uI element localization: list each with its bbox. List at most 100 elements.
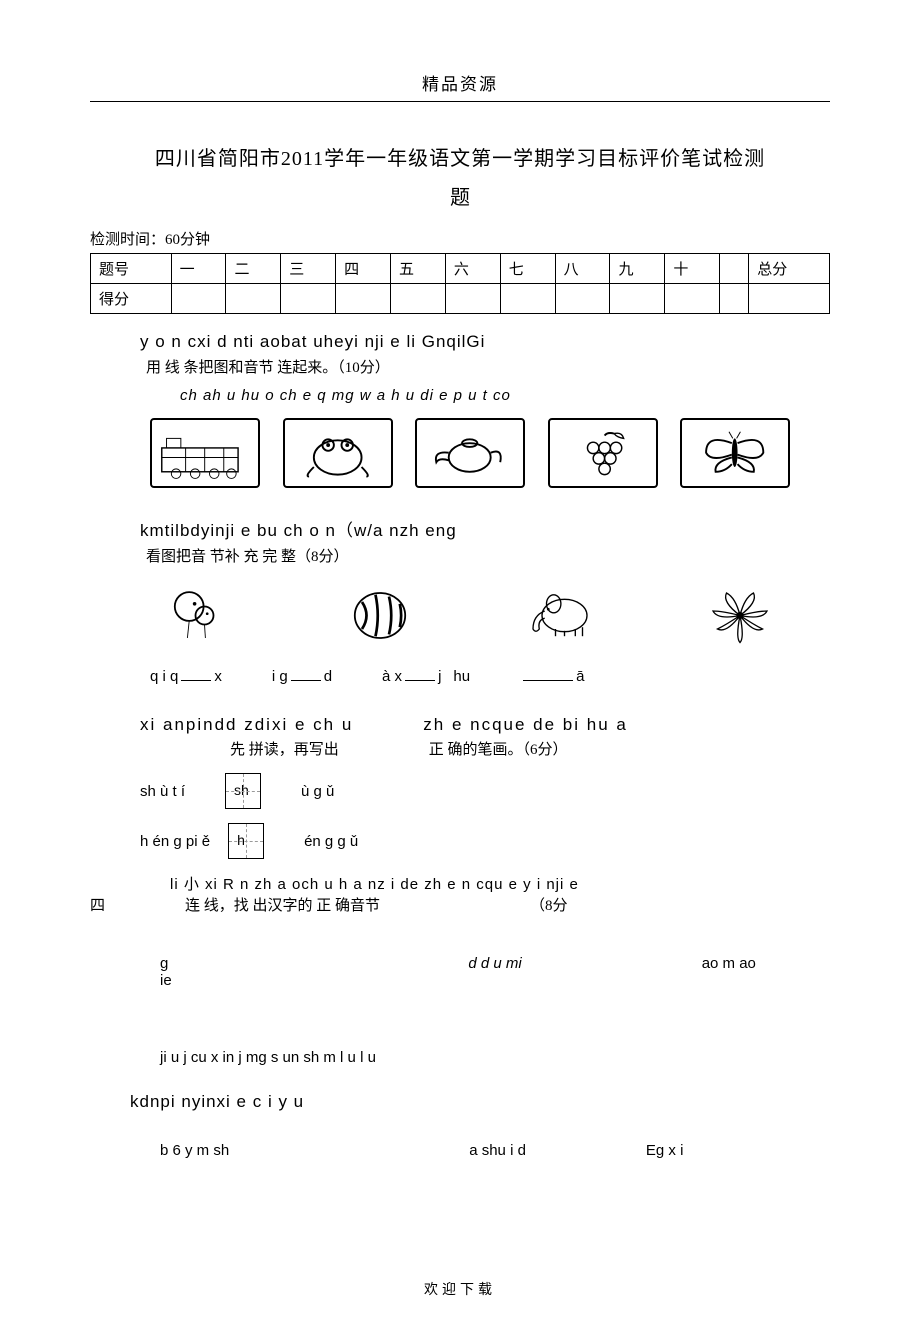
table-cell: 六 — [445, 254, 500, 284]
section-4-row-2: ji u j cu x in j mg s un sh m l u l u — [160, 1049, 830, 1066]
pinyin-fragment: b 6 y m sh — [160, 1142, 229, 1159]
section-1: y o n cxi d nti aobat uheyi nji e li Gnq… — [90, 332, 830, 404]
balloon-icon — [150, 580, 250, 650]
table-cell: 一 — [171, 254, 226, 284]
score-table: 题号 一 二 三 四 五 六 七 八 九 十 总分 得分 — [90, 253, 830, 314]
section-4-number: 四 — [90, 894, 105, 915]
section-4-pinyin: li 小 xi R n zh a och u h a nz i de zh e … — [170, 873, 830, 894]
test-time: 检测时间：60分钟 — [90, 228, 830, 249]
fill-text: i g — [272, 668, 288, 685]
section-4-chinese: 连 线，找 出汉字的 正 确音节 — [185, 894, 380, 915]
watermelon-icon — [330, 580, 430, 650]
table-cell[interactable] — [610, 284, 665, 314]
stroke-text: ù g ǔ — [301, 783, 334, 800]
blank-line[interactable] — [523, 680, 573, 681]
fill-text: à x — [382, 668, 402, 685]
table-cell[interactable] — [500, 284, 555, 314]
table-cell[interactable] — [391, 284, 446, 314]
table-cell: 二 — [226, 254, 281, 284]
pinyin-fragment: g — [160, 955, 168, 972]
pinyin-fragment: ao m ao — [702, 955, 756, 972]
fill-item-2: i g d — [272, 668, 332, 685]
section-3-pinyin: xi anpindd zdixi e ch u zh e ncque de bi… — [140, 715, 830, 735]
header-title: 精品资源 — [90, 70, 830, 102]
table-cell — [720, 254, 749, 284]
section-3-pinyin-b: zh e ncque de bi hu a — [423, 715, 628, 735]
table-cell[interactable] — [445, 284, 500, 314]
table-cell: 得分 — [91, 284, 172, 314]
main-title-line1: 四川省简阳市2011学年一年级语文第一学期学习目标评价笔试检测 — [90, 142, 830, 171]
table-cell: 五 — [391, 254, 446, 284]
section-4: li 小 xi R n zh a och u h a nz i de zh e … — [90, 873, 830, 1159]
fill-text: j — [438, 668, 441, 685]
table-cell[interactable] — [226, 284, 281, 314]
section-3-cn-a: 先 拼读，再写出 — [230, 738, 339, 759]
fill-text: d — [324, 668, 332, 685]
grid-char: sh — [234, 782, 249, 798]
score-table-header-row: 题号 一 二 三 四 五 六 七 八 九 十 总分 — [91, 254, 830, 284]
tian-grid[interactable]: sh — [225, 773, 261, 809]
table-cell[interactable] — [281, 284, 336, 314]
fill-item-3: à x j hu — [382, 668, 470, 685]
section-3-cn-b: 正 确的笔画。（6分） — [429, 738, 568, 759]
table-cell[interactable] — [555, 284, 610, 314]
train-icon — [150, 418, 260, 488]
score-table-score-row: 得分 — [91, 284, 830, 314]
main-title-line2: 题 — [90, 181, 830, 210]
section-1-chinese: 用 线 条把图和音节 连起来。（10分） — [146, 356, 830, 377]
section-2-images — [150, 580, 790, 650]
teapot-icon — [415, 418, 525, 488]
section-2: kmtilbdyinji e bu ch o n（w/a nzh eng 看图把… — [90, 516, 830, 566]
fill-text: hu — [453, 668, 470, 685]
grid-char: h — [237, 832, 245, 848]
stroke-text: h én g pi ě — [140, 833, 210, 850]
section-5-row: b 6 y m sh a shu i d Eg x i — [160, 1142, 830, 1159]
blank-line[interactable] — [291, 680, 321, 681]
blank-line[interactable] — [405, 680, 435, 681]
stroke-row-2: h én g pi ě h én g g ǔ — [140, 823, 830, 859]
section-2-pinyin: kmtilbdyinji e bu ch o n（w/a nzh eng — [140, 516, 830, 541]
frog-icon — [283, 418, 393, 488]
section-1-pinyin: y o n cxi d nti aobat uheyi nji e li Gnq… — [140, 332, 830, 352]
table-cell: 题号 — [91, 254, 172, 284]
pinyin-fragment: Eg x i — [646, 1142, 684, 1159]
table-cell[interactable] — [171, 284, 226, 314]
table-cell: 十 — [665, 254, 720, 284]
section-4-label: 四 连 线，找 出汉字的 正 确音节 （8分 — [90, 894, 830, 915]
section-2-fill: q i q x i g d à x j hu ā — [150, 668, 790, 685]
table-cell[interactable] — [665, 284, 720, 314]
stroke-row-1: sh ù t í sh ù g ǔ — [140, 773, 830, 809]
section-4-points: （8分 — [530, 894, 568, 915]
tian-grid[interactable]: h — [228, 823, 264, 859]
section-2-chinese: 看图把音 节补 充 完 整（8分） — [146, 545, 830, 566]
pinyin-fragment: ie — [160, 972, 830, 989]
section-1-words: ch ah u hu o ch e q mg w a h u di e p u … — [180, 387, 830, 404]
table-cell: 七 — [500, 254, 555, 284]
table-cell[interactable] — [336, 284, 391, 314]
stroke-text: sh ù t í — [140, 783, 185, 800]
pinyin-fragment: a shu i d — [469, 1142, 526, 1159]
table-cell: 三 — [281, 254, 336, 284]
blank-line[interactable] — [181, 680, 211, 681]
table-cell: 八 — [555, 254, 610, 284]
table-cell: 九 — [610, 254, 665, 284]
grapes-icon — [548, 418, 658, 488]
fill-item-4: ā — [520, 668, 584, 685]
fill-text: ā — [576, 668, 584, 685]
table-cell[interactable] — [720, 284, 749, 314]
pinyin-fragment: d d u mi — [468, 955, 521, 972]
footer: 欢迎下载 — [90, 1279, 830, 1299]
table-cell: 总分 — [749, 254, 830, 284]
butterfly-icon — [680, 418, 790, 488]
fill-text: q i q — [150, 668, 178, 685]
section-4-row-1: g d d u mi ao m ao — [160, 955, 830, 972]
elephant-icon — [510, 580, 610, 650]
section-1-images — [150, 418, 790, 488]
fill-text: x — [214, 668, 222, 685]
section-3-pinyin-a: xi anpindd zdixi e ch u — [140, 715, 353, 735]
fill-item-1: q i q x — [150, 668, 222, 685]
section-3-chinese: 先 拼读，再写出 正 确的笔画。（6分） — [140, 738, 830, 759]
stroke-text: én g g ǔ — [304, 833, 358, 850]
table-cell[interactable] — [749, 284, 830, 314]
section-5-pinyin: kdnpi nyinxi e c i y u — [130, 1092, 830, 1112]
